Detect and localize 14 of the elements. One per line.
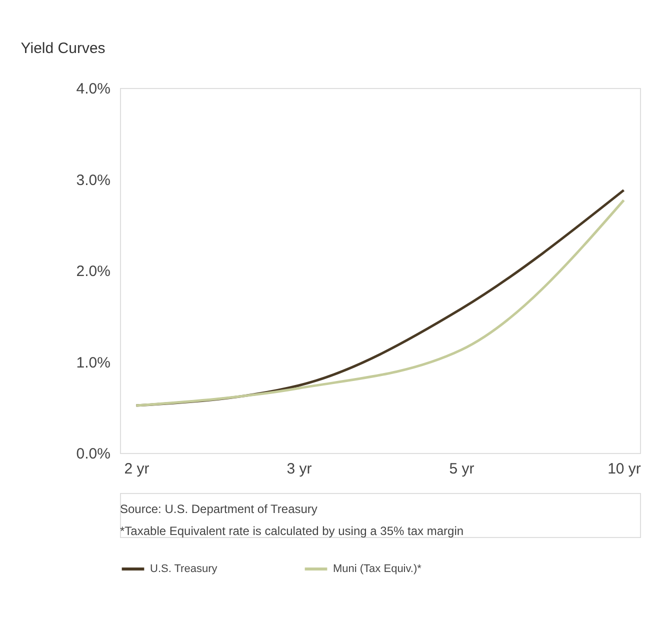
chart-title: Yield Curves <box>20 40 106 57</box>
legend-label: U.S. Treasury <box>150 563 218 575</box>
x-tick-label: 5 yr <box>449 460 474 478</box>
y-tick-label: 2.0% <box>76 263 110 280</box>
x-tick-label: 2 yr <box>124 460 150 478</box>
y-tick-label: 0.0% <box>76 446 110 462</box>
x-tick-label: 10 yr <box>608 460 641 478</box>
x-tick-label: 3 yr <box>286 460 312 478</box>
text: *Taxable Equivalent rate is calculated by using a 35% tax margin <box>120 524 464 538</box>
y-tick-label: 1.0% <box>76 354 110 372</box>
y-tick-label: 4.0% <box>76 80 110 98</box>
legend-label: Muni (Tax Equiv.)* <box>333 563 422 575</box>
source-note: Source: U.S. Department of Treasury <box>120 502 318 516</box>
y-tick-label: 3.0% <box>76 172 110 189</box>
